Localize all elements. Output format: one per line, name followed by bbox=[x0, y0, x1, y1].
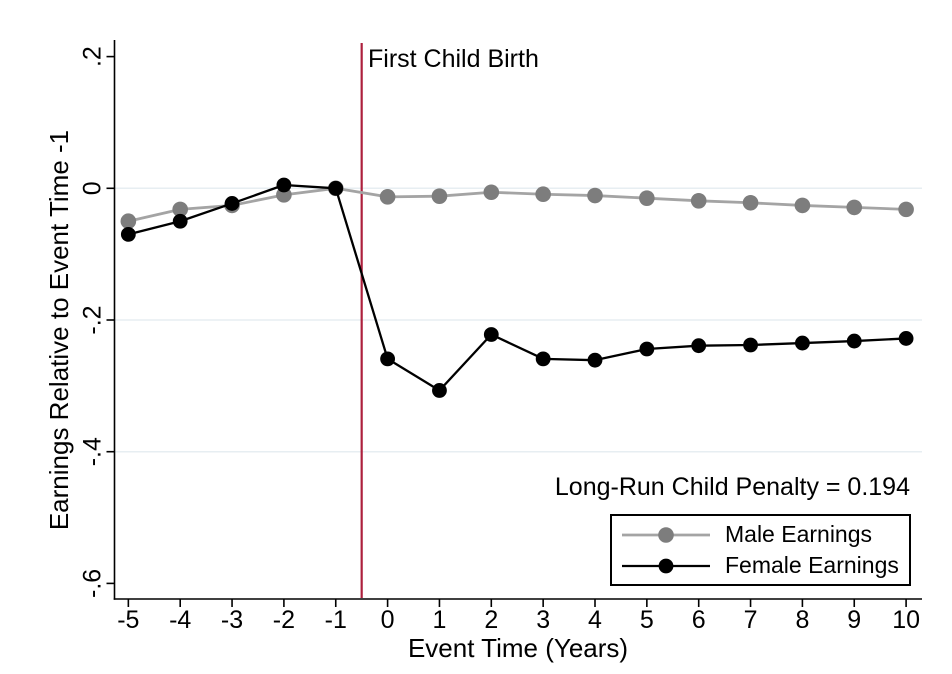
x-tick-label: 6 bbox=[692, 606, 706, 634]
x-tick-label: 7 bbox=[744, 606, 758, 634]
y-tick-label: -.6 bbox=[79, 569, 107, 598]
x-tick-label: 5 bbox=[640, 606, 654, 634]
legend-item-male: Male Earnings bbox=[620, 519, 909, 550]
series-female-point bbox=[432, 383, 447, 398]
series-male-point bbox=[120, 213, 137, 230]
series-female-point bbox=[743, 337, 758, 353]
x-tick-label: 2 bbox=[484, 606, 498, 634]
series-male-point bbox=[846, 199, 863, 216]
x-tick-label: -1 bbox=[325, 606, 347, 634]
y-tick-label: .2 bbox=[79, 46, 107, 67]
series-male-point bbox=[898, 201, 914, 218]
series-male-point bbox=[690, 193, 707, 209]
series-female-point bbox=[276, 177, 292, 193]
y-tick-label: -.4 bbox=[79, 437, 107, 466]
series-male-point bbox=[742, 194, 759, 211]
series-female-point bbox=[535, 351, 551, 367]
x-tick-label: 3 bbox=[536, 606, 550, 634]
series-female-point bbox=[380, 351, 395, 367]
series-female-point bbox=[639, 341, 655, 357]
y-tick-label: -.2 bbox=[79, 305, 107, 334]
male-series-marker-icon bbox=[622, 526, 710, 543]
series-female-point bbox=[224, 196, 240, 211]
annotation-child-penalty: Long-Run Child Penalty = 0.194 bbox=[554, 473, 910, 501]
series-female-point bbox=[172, 213, 188, 229]
series-female-point bbox=[120, 226, 136, 242]
legend: Male Earnings Female Earnings bbox=[610, 514, 911, 586]
y-axis-title: Earnings Relative to Event Time -1 bbox=[44, 129, 74, 531]
female-series-marker-icon bbox=[622, 558, 710, 573]
x-tick-label: -2 bbox=[273, 606, 295, 634]
x-tick-label: 8 bbox=[795, 606, 809, 634]
series-female-point bbox=[846, 333, 862, 349]
series-male-point bbox=[483, 184, 500, 201]
series-female-point bbox=[328, 180, 344, 196]
series-male-point bbox=[639, 190, 655, 206]
legend-marker-dot bbox=[658, 558, 674, 573]
series-male-point bbox=[535, 186, 551, 203]
legend-marker-dot bbox=[658, 526, 674, 543]
series-male-point bbox=[379, 189, 396, 205]
x-tick-label: 4 bbox=[588, 606, 602, 634]
legend-item-female: Female Earnings bbox=[620, 550, 909, 581]
series-male-point bbox=[587, 187, 603, 204]
x-tick-label: -5 bbox=[117, 606, 139, 634]
series-male-line bbox=[128, 186, 907, 223]
series-male-point bbox=[794, 197, 811, 214]
x-tick-label: 10 bbox=[892, 606, 920, 634]
legend-label-male: Male Earnings bbox=[725, 521, 873, 547]
series-male-point bbox=[431, 188, 448, 205]
x-axis-title: Event Time (Years) bbox=[407, 633, 629, 663]
series-female-line bbox=[128, 183, 907, 392]
x-tick-label: 0 bbox=[381, 606, 395, 634]
series-female-point bbox=[691, 338, 707, 354]
x-tick-label: -3 bbox=[221, 606, 243, 634]
series-male-point bbox=[172, 201, 188, 218]
event-line-label: First Child Birth bbox=[368, 45, 539, 73]
series-female-point bbox=[898, 331, 914, 346]
y-tick-label: 0 bbox=[79, 181, 107, 195]
series-female-point bbox=[795, 335, 810, 351]
series-female-point bbox=[587, 352, 603, 368]
x-tick-label: 9 bbox=[847, 606, 861, 634]
x-tick-label: 1 bbox=[432, 606, 446, 634]
legend-label-female: Female Earnings bbox=[725, 552, 899, 578]
series-female-point bbox=[483, 327, 499, 342]
x-tick-label: -4 bbox=[169, 606, 191, 634]
